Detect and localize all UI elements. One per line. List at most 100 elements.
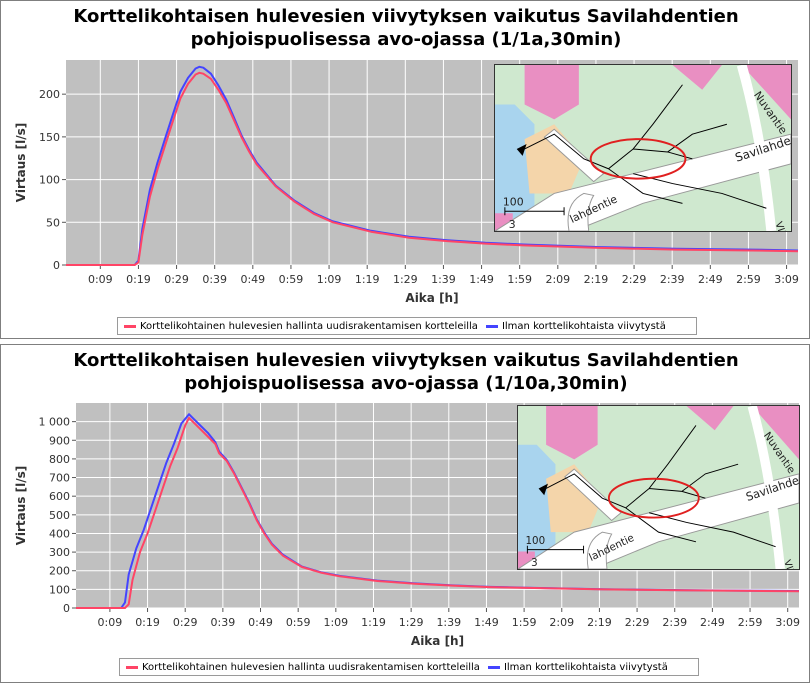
x-tick-label: 3:09: [775, 616, 800, 629]
x-tick-label: 1:59: [512, 616, 537, 629]
y-tick-label: 900: [49, 434, 70, 447]
x-tick-label: 0:59: [286, 616, 311, 629]
y-tick-label: 500: [49, 509, 70, 522]
chart-title-line1: Korttelikohtaisen hulevesien viivytyksen…: [73, 6, 739, 27]
chart-title: Korttelikohtaisen hulevesien viivytyksen…: [1, 349, 811, 395]
chart-title-line2: pohjoispuolisessa avo-ojassa (1/1a,30min…: [190, 29, 622, 50]
map-label: VII: [772, 220, 787, 231]
legend-label: Ilman korttelikohtaista viivytystä: [503, 661, 668, 673]
legend-swatch: [126, 665, 138, 669]
map-label: 100: [503, 195, 524, 208]
x-tick-label: 1:49: [469, 273, 494, 286]
x-tick-label: 0:09: [98, 616, 123, 629]
x-tick-label: 1:09: [323, 616, 348, 629]
x-tick-label: 2:19: [587, 616, 612, 629]
map-water: [495, 104, 535, 231]
y-tick-label: 100: [49, 583, 70, 596]
map-highlight-ellipse: [589, 138, 687, 180]
y-axis-label: Virtaus [l/s]: [14, 123, 28, 202]
map-label: 3: [531, 557, 538, 569]
legend-swatch: [124, 324, 136, 328]
map-building-pink: [752, 406, 799, 460]
map-road-side: [543, 128, 605, 183]
x-tick-label: 2:59: [738, 616, 763, 629]
x-tick-label: 0:29: [164, 273, 189, 286]
map-building-pink: [546, 406, 598, 460]
y-tick-label: 300: [49, 546, 70, 559]
x-axis-label: Aika [h]: [411, 634, 464, 648]
chart-title-line2: pohjoispuolisessa avo-ojassa (1/10a,30mi…: [184, 373, 628, 394]
x-tick-label: 0:39: [211, 616, 236, 629]
x-tick-label: 0:09: [88, 273, 113, 286]
y-tick-label: 200: [49, 565, 70, 578]
map-outlet-marker: [538, 483, 548, 496]
y-axis-label: Virtaus [l/s]: [14, 466, 28, 545]
inset-map: Nuvantie Savilahdentie lahdentie 100 3 VII: [517, 405, 800, 570]
x-tick-label: 1:09: [317, 273, 342, 286]
map-drainage-network: [545, 425, 776, 548]
legend-label: Korttelikohtainen hulevesien hallinta uu…: [142, 661, 480, 673]
chart-panel-1yr: Korttelikohtaisen hulevesien viivytyksen…: [0, 0, 810, 339]
legend-label: Ilman korttelikohtaista viivytystä: [501, 320, 666, 332]
chart-title: Korttelikohtaisen hulevesien viivytyksen…: [1, 5, 811, 51]
x-tick-label: 0:19: [126, 273, 151, 286]
y-tick-label: 1 000: [39, 416, 71, 429]
x-tick-label: 1:29: [393, 273, 418, 286]
chart-legend: Korttelikohtainen hulevesien hallinta uu…: [117, 317, 697, 335]
x-tick-label: 2:19: [584, 273, 609, 286]
y-tick-label: 600: [49, 490, 70, 503]
y-tick-label: 400: [49, 527, 70, 540]
legend-item: Korttelikohtainen hulevesien hallinta uu…: [124, 321, 478, 332]
x-tick-label: 2:39: [662, 616, 687, 629]
map-highlight-ellipse: [607, 477, 700, 519]
y-tick-label: 0: [53, 259, 60, 272]
x-tick-label: 2:49: [698, 273, 723, 286]
map-road-side: [567, 192, 595, 231]
x-tick-label: 2:39: [660, 273, 685, 286]
map-road-east: [747, 406, 785, 569]
map-building-pink: [741, 65, 791, 120]
series-line-with-block-management: [76, 416, 800, 609]
map-label: 3: [509, 218, 516, 231]
map-scale-bar: [504, 207, 565, 216]
map-building-pink: [672, 65, 722, 90]
legend-swatch: [487, 665, 500, 669]
x-tick-label: 1:39: [431, 273, 456, 286]
x-tick-label: 0:39: [202, 273, 227, 286]
map-building-pink: [524, 65, 579, 120]
x-tick-label: 1:59: [507, 273, 532, 286]
x-tick-label: 0:59: [279, 273, 304, 286]
map-water: [518, 444, 556, 569]
x-tick-label: 0:29: [173, 616, 198, 629]
legend-item: Ilman korttelikohtaista viivytystä: [485, 320, 666, 332]
x-tick-label: 3:09: [774, 273, 799, 286]
x-tick-label: 2:09: [549, 616, 574, 629]
x-tick-label: 2:49: [700, 616, 725, 629]
y-tick-label: 200: [39, 88, 60, 101]
y-tick-label: 700: [49, 472, 70, 485]
y-tick-label: 150: [39, 131, 60, 144]
map-label: 100: [525, 535, 545, 547]
x-tick-label: 1:19: [361, 616, 386, 629]
legend-swatch: [485, 324, 498, 328]
x-tick-label: 0:49: [240, 273, 265, 286]
x-tick-label: 2:59: [736, 273, 761, 286]
map-label: VII: [781, 558, 795, 569]
map-drainage-network: [524, 84, 767, 209]
x-tick-label: 1:49: [474, 616, 499, 629]
x-tick-label: 0:49: [248, 616, 273, 629]
chart-panel-10yr: Korttelikohtaisen hulevesien viivytyksen…: [0, 344, 810, 683]
map-scale-bar: [526, 545, 585, 554]
map-road-east: [736, 65, 777, 231]
chart-title-line1: Korttelikohtaisen hulevesien viivytyksen…: [73, 350, 739, 371]
x-tick-label: 0:19: [135, 616, 160, 629]
legend-item: Korttelikohtainen hulevesien hallinta uu…: [126, 662, 480, 673]
y-tick-label: 0: [63, 602, 70, 615]
series-line-with-block-management: [66, 71, 799, 266]
y-tick-label: 100: [39, 174, 60, 187]
map-road-side: [564, 468, 622, 522]
x-tick-label: 1:39: [436, 616, 461, 629]
legend-item: Ilman korttelikohtaista viivytystä: [487, 661, 668, 673]
